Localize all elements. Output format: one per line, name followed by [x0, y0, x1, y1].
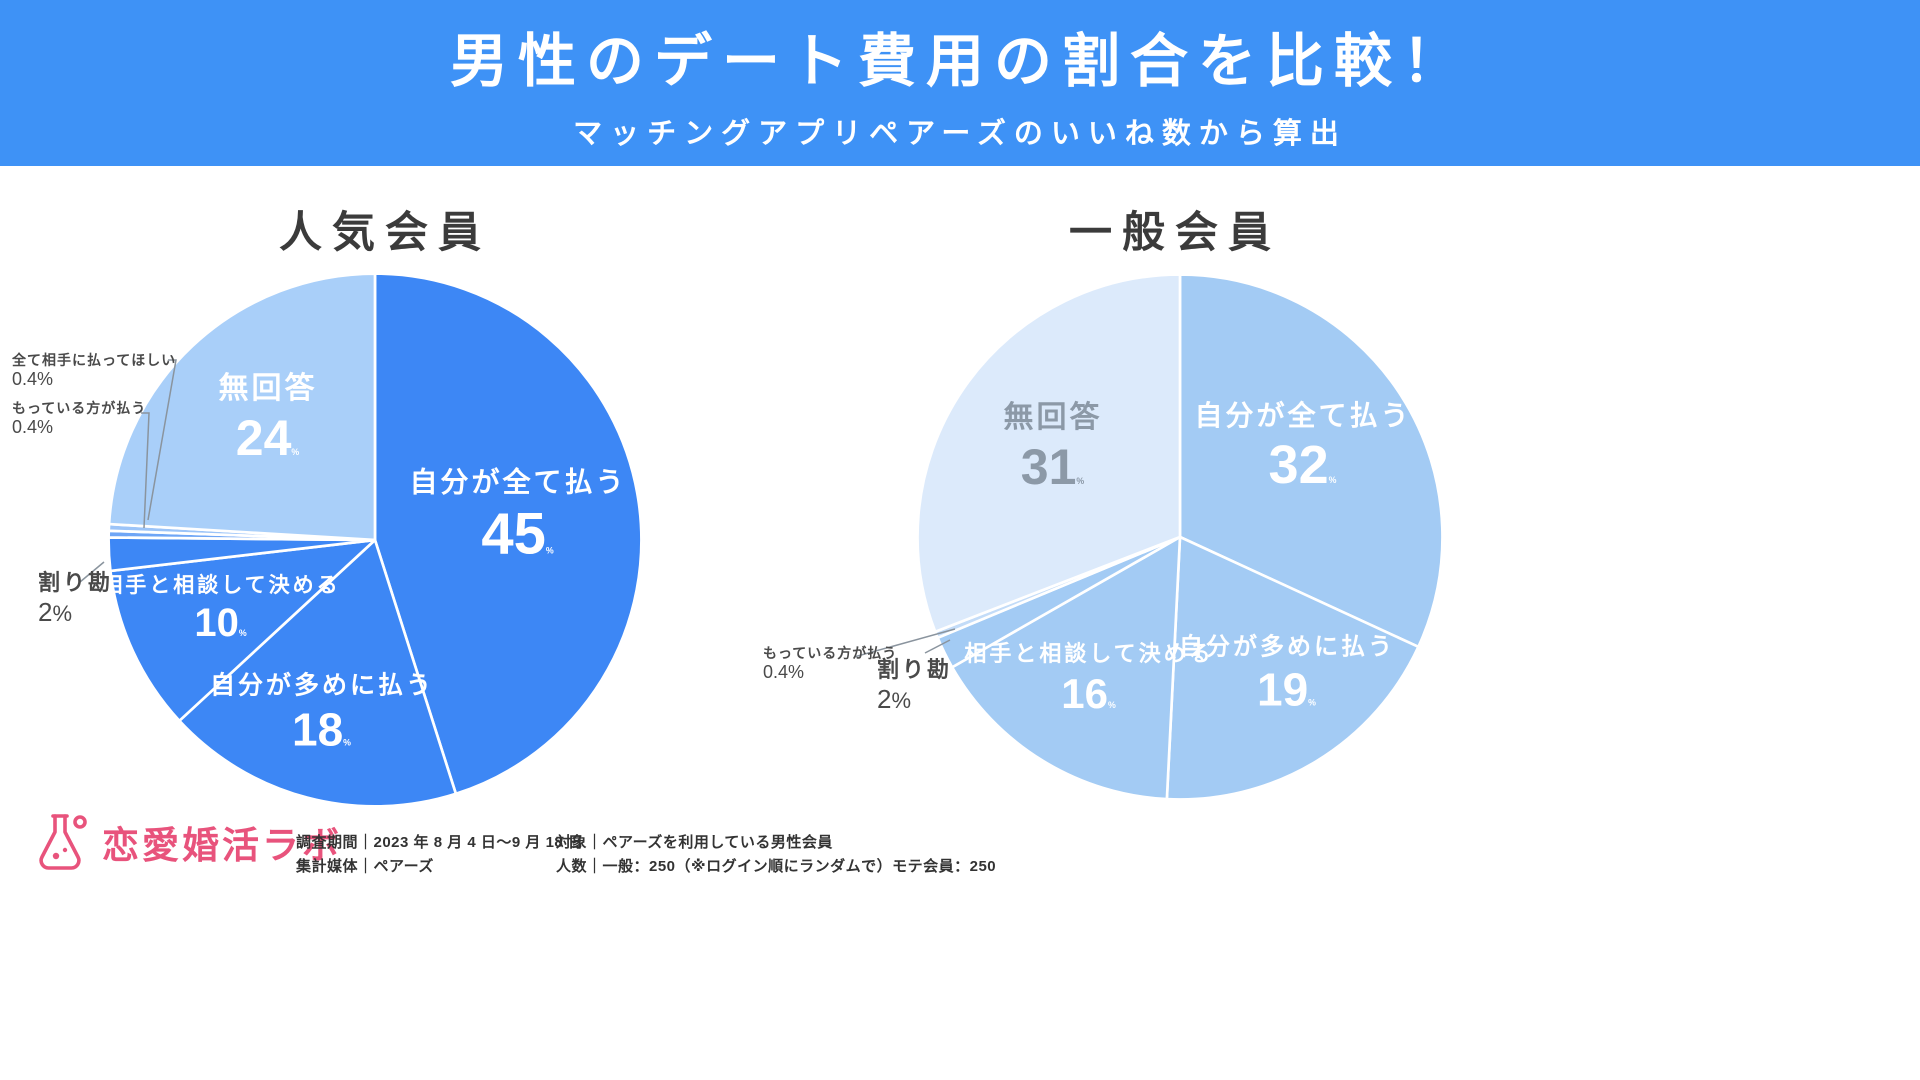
slice-name: もっている方が払う — [12, 400, 147, 416]
survey-info-column-2: 対象｜ペアーズを利用している男性会員 人数｜一般：250（※ログイン順にランダム… — [556, 831, 996, 879]
slice-value: 32% — [1268, 435, 1338, 496]
slice-label-discuss-popular: 相手と相談して決める 10% — [101, 573, 340, 647]
pie-slice-2 — [950, 535, 1182, 801]
chart-title-general-members: 一般会員 — [1069, 209, 1281, 257]
pie-slice-1 — [178, 538, 458, 808]
slice-name: 無回答 — [1003, 401, 1103, 435]
page-subtitle: マッチングアプリペアーズのいいね数から算出 — [573, 118, 1347, 150]
slice-label-no-answer-general: 無回答 31% — [1004, 400, 1103, 498]
slice-name: 自分が全て払う — [409, 466, 627, 498]
slice-name: 割り勘 — [877, 657, 953, 682]
slice-name: 相手と相談して決める — [964, 640, 1214, 666]
slice-value: 24% — [235, 409, 301, 466]
pie-slice-1 — [1165, 535, 1420, 801]
slice-value: 19% — [1257, 663, 1317, 716]
slice-value: 18% — [291, 703, 352, 756]
survey-info-column-1: 調査期間｜2023 年 8 月 4 日～9 月 18 日 集計媒体｜ペアーズ — [296, 831, 583, 879]
pie-slice-0 — [1178, 273, 1444, 649]
slice-label-pay-all-popular: 自分が全て払う 45% — [409, 466, 626, 571]
pie-slice-2 — [109, 538, 377, 723]
slice-value: 10% — [194, 600, 248, 645]
slice-label-pay-more-general: 自分が多めに払う 19% — [1179, 632, 1395, 717]
slice-name: もっている方が払う — [763, 645, 898, 661]
slice-name: 全て相手に払ってほしい — [12, 352, 177, 368]
slice-label-whoever-has-pays-general: もっている方が払う 0.4% — [763, 645, 897, 684]
flask-icon — [39, 814, 87, 870]
slice-value: 16% — [1061, 669, 1117, 717]
slice-value: 2% — [877, 683, 913, 714]
slice-value: 0.4% — [12, 369, 55, 390]
survey-target-line: 対象｜ペアーズを利用している男性会員 — [556, 834, 833, 851]
logo: 恋愛婚活ラボ — [28, 810, 342, 874]
slice-label-whoever-has-pays-popular: もっている方が払う 0.4% — [12, 400, 146, 439]
slice-value: 0.4% — [763, 662, 806, 683]
survey-count-line: 人数｜一般：250（※ログイン順にランダムで）モテ会員：250 — [556, 858, 997, 875]
slice-name: 無回答 — [218, 372, 318, 406]
chart-title-popular-members: 人気会員 — [279, 209, 491, 257]
pie-slice-5 — [916, 273, 1182, 634]
slice-value: 2% — [38, 596, 74, 627]
slice-label-split-bill-popular: 割り勘 2% — [38, 570, 113, 629]
slice-label-pay-all-general: 自分が全て払う 32% — [1194, 399, 1411, 499]
header-banner: 男性のデート費用の割合を比較！ マッチングアプリペアーズのいいね数から算出 — [0, 0, 1920, 166]
slice-name: 相手と相談して決める — [101, 573, 341, 597]
slice-name: 自分が多めに払う — [209, 671, 435, 700]
pie-chart-general-members — [916, 273, 1444, 801]
slice-name: 自分が全て払う — [1194, 399, 1412, 431]
slice-value: 0.4% — [12, 417, 55, 438]
survey-period-line: 調査期間｜2023 年 8 月 4 日～9 月 18 日 — [296, 834, 584, 851]
slice-label-no-answer-popular: 無回答 24% — [219, 371, 318, 469]
slice-label-discuss-general: 相手と相談して決める 16% — [964, 641, 1213, 719]
slice-label-want-partner-pay-popular: 全て相手に払ってほしい 0.4% — [12, 352, 176, 391]
pie-slice-0 — [373, 272, 643, 796]
slice-value: 31% — [1020, 438, 1086, 495]
survey-media-line: 集計媒体｜ペアーズ — [296, 858, 434, 875]
slice-value: 45% — [481, 501, 555, 567]
slice-name: 割り勘 — [38, 570, 114, 595]
page-title: 男性のデート費用の割合を比較！ — [449, 29, 1470, 94]
logo-text: 恋愛婚活ラボ — [102, 825, 342, 866]
slice-label-pay-more-popular: 自分が多めに払う 18% — [210, 671, 434, 758]
slice-label-split-bill-general: 割り勘 2% — [877, 657, 952, 716]
slice-name: 自分が多めに払う — [1179, 633, 1395, 661]
